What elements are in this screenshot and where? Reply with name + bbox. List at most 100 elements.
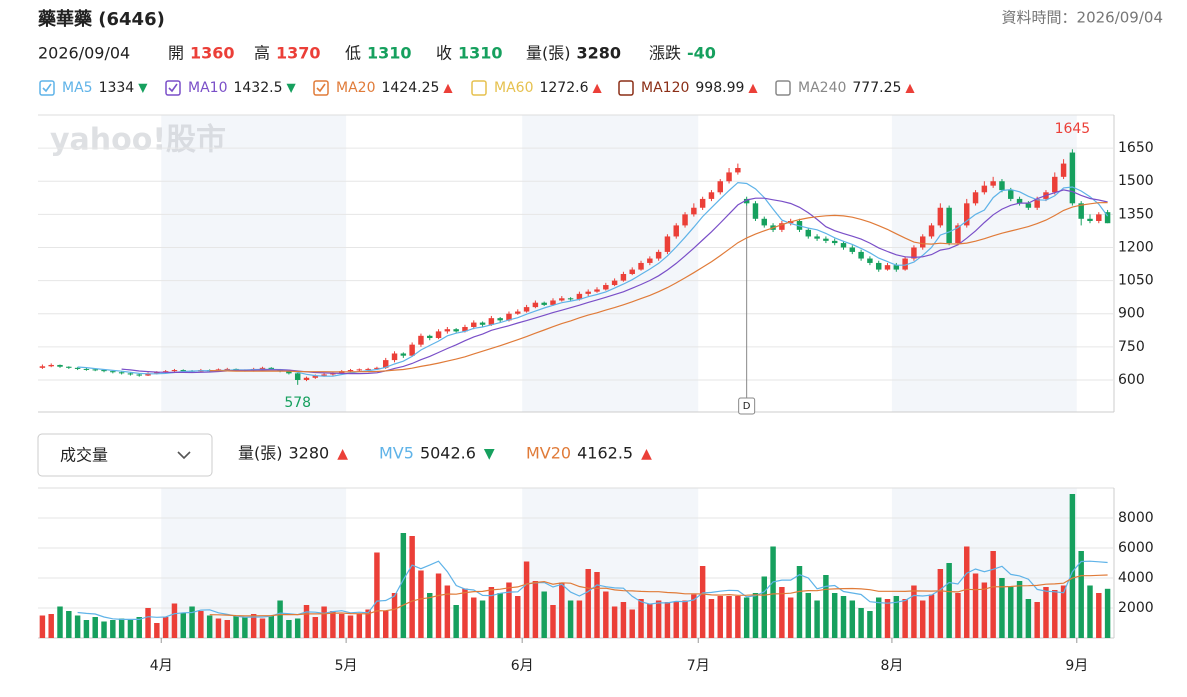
ma-checkbox[interactable] [618,80,634,96]
volume-bar [206,615,213,638]
volume-bar [779,587,785,638]
dropdown-chevron [177,451,191,460]
ma-name: MA10 [188,80,227,96]
volume-bar [347,615,354,638]
volume-bar [374,552,380,638]
candle-body [823,238,829,241]
y2-tick-label: 8000 [1118,510,1154,526]
candle-body [532,302,539,308]
ma-name: MA60 [494,80,533,96]
volume-bar [1034,602,1040,638]
ma-value: 1272.6 [539,80,588,96]
volume-bar [708,599,715,638]
volume-bar [145,608,151,638]
candle-body [39,366,46,368]
candle-body [629,269,635,274]
volume-legend-value: 5042.6 [420,444,476,463]
volume-bar [1060,585,1067,638]
y-tick-label: 1200 [1118,239,1154,255]
ma-checkbox[interactable] [39,80,55,96]
candle-body [567,298,574,300]
quote-label: 開 [168,44,184,63]
volume-bar [752,593,759,638]
marker-box[interactable] [738,397,756,415]
ma-line [121,189,1108,375]
candle-body [303,377,310,380]
candle-body [928,225,935,237]
volume-bar [655,600,662,638]
ma-name: MA240 [798,80,846,96]
candle-body [259,367,266,369]
quote-value: 1360 [190,44,235,63]
volume-bar [224,620,230,638]
volume-bar [787,597,794,638]
volume-bar [418,570,424,638]
candle-body [867,258,873,263]
volume-bar [462,588,468,638]
volume-bar [559,582,565,638]
volume-bar [497,593,503,638]
volume-bar [427,593,433,638]
candle-body [699,198,706,208]
volume-bar [277,600,283,638]
volume-bar [233,615,239,638]
candle-body [999,181,1005,191]
ma-checkbox[interactable] [313,80,329,96]
volume-bar [981,582,988,638]
candle-body [453,329,459,332]
month-shade [161,115,347,412]
ma-value: 1432.5 [233,80,282,96]
candle-body [383,360,389,368]
volume-bar [611,606,618,638]
candle-body [946,207,952,244]
candle-body [180,370,186,372]
quote-label: 漲跌 [649,44,681,63]
volume-bar [990,551,996,638]
volume-bar [884,599,891,638]
volume-bar [180,612,186,638]
candle-body [655,251,662,259]
candle-body [726,172,732,182]
volume-bar [118,618,125,638]
volume-bar [48,614,54,638]
quote-value: 1310 [367,44,412,63]
volume-bar [242,617,248,638]
volume-bar [567,600,574,638]
volume-legend-value: 3280 [289,444,330,463]
volume-bar [770,546,776,638]
candle-body [506,313,512,321]
volume-bar [999,578,1005,638]
candle-body [515,311,521,314]
volume-dropdown[interactable] [37,433,213,477]
volume-bar [1025,599,1032,638]
candle-body [92,369,98,371]
volume-bar [928,594,935,638]
watermark: yahoo!股市 [50,123,226,158]
x-tick-label: 7月 [687,658,710,674]
volume-bar [761,576,767,638]
candle-body [743,198,750,204]
candle-body [576,293,583,300]
y2-tick-label: 2000 [1118,600,1154,616]
volume-bar [937,569,944,638]
ma-checkbox[interactable] [775,80,791,96]
volume-bar [400,533,407,638]
candle-body [462,326,468,332]
candle-body [682,214,688,226]
volume-bar [215,618,222,638]
candle-body [761,218,767,226]
ma-checkbox[interactable] [165,80,181,96]
volume-bar [585,569,591,638]
volume-bar [39,615,46,638]
volume-bar [74,615,81,638]
candle-body [620,273,627,281]
ma-checkbox[interactable] [471,80,487,96]
volume-bar [550,605,556,638]
candle-body [435,331,442,339]
volume-bar [603,591,609,638]
volume-bar [506,582,512,638]
ma-name: MA5 [62,80,93,96]
ma-value: 1334 [99,80,135,96]
volume-bar [259,618,266,638]
